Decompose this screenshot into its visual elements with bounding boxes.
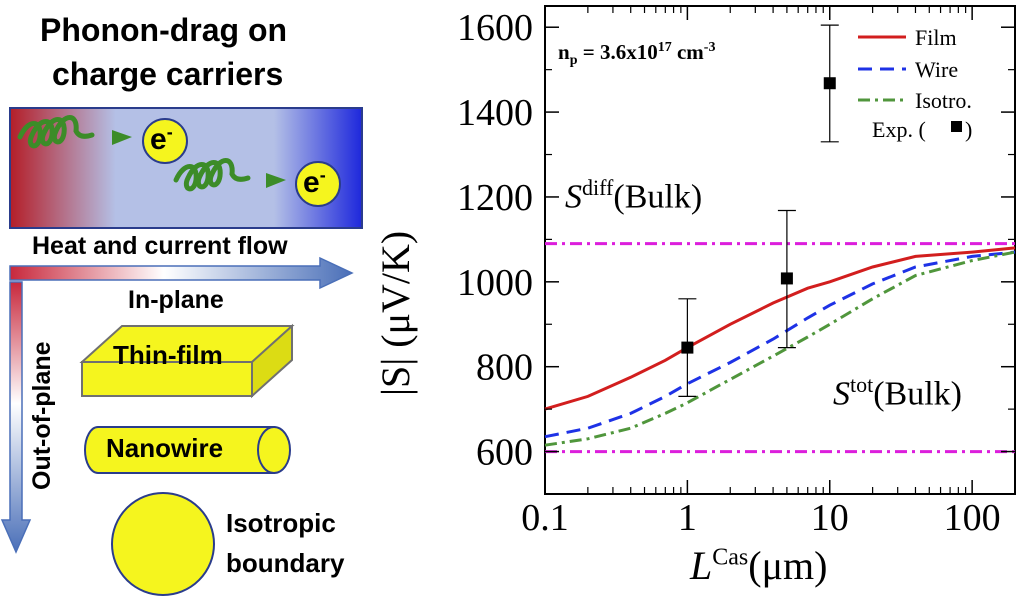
electron-icon [295,161,341,207]
s-diff-label: Sdiff(Bulk) [565,175,703,216]
y-tick-label: 600 [476,432,533,474]
x-tick-label: 0.1 [521,497,569,539]
series-line-isotro [544,250,1016,447]
legend-label: Wire [915,57,958,82]
phonon-arrow-icon [266,173,286,188]
y-tick-label: 1000 [457,262,533,304]
in-plane-arrow [9,256,354,290]
legend-label: Film [915,25,957,50]
legend: Film Wire Isotro. Exp. () [858,25,972,142]
electron-label: e- [303,165,326,199]
isotropic-sphere-shape [111,492,215,596]
x-tick-label: 1 [678,497,697,539]
y-axis-label: |S| (μV/K) [373,230,418,396]
in-plane-label: In-plane [128,286,224,314]
out-of-plane-arrow [0,281,32,554]
plot-frame [544,5,1016,495]
x-tick-label: 10 [811,497,849,539]
thin-film-label: Thin-film [113,340,223,370]
series-line-film [544,246,1016,411]
legend-label: Isotro. [915,88,972,113]
legend-label: ) [965,117,972,142]
y-tick-label: 1400 [457,92,533,134]
legend-exp-marker [951,121,962,132]
electron-icon [142,118,188,164]
series-line-wire [544,250,1016,439]
flow-label: Heat and current flow [32,232,288,260]
isotropic-label-line1: Isotropic [226,508,336,538]
carrier-density-label: np = 3.6x1017 cm-3 [558,40,716,69]
plot-layer [544,24,1016,454]
exp-data-point [780,272,793,285]
legend-label: Exp. ( [872,117,926,142]
y-tick-label: 1600 [457,7,533,49]
isotropic-label-line2: boundary [226,548,345,578]
tick-layer: 600 800 1000 1200 1400 1600 0.1 1 10 100 [457,6,1016,539]
y-tick-label: 800 [476,347,533,389]
thin-film-shape [79,323,295,399]
schematic-title-line1: Phonon-drag on [40,12,288,48]
schematic-title-line2: charge carriers [52,56,284,92]
exp-data-point [823,77,836,90]
phonon-spring-icon [17,115,95,149]
phonon-arrow-icon [112,130,132,145]
out-of-plane-label: Out-of-plane [28,341,56,490]
nanowire-label: Nanowire [106,433,224,463]
s-tot-label: Stot(Bulk) [833,372,963,413]
nanowire-shape [84,426,291,474]
exp-data-point [681,341,694,354]
electron-label: e- [150,122,173,156]
phonon-spring-icon [173,158,251,192]
x-axis-label: LCas(μm) [690,543,828,588]
y-tick-label: 1200 [457,177,533,219]
x-tick-label: 100 [944,497,1001,539]
